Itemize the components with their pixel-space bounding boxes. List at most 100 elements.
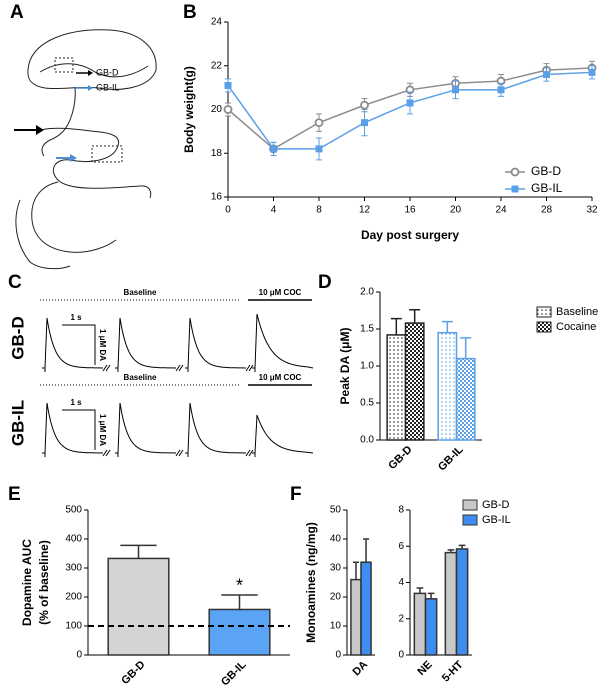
trace <box>115 402 177 454</box>
y-tick-label: 400 <box>65 534 82 545</box>
error-bar <box>363 538 370 563</box>
y-tick-label: 2.0 <box>360 287 374 298</box>
x-tick-label: 32 <box>586 205 598 216</box>
bar <box>455 357 476 441</box>
panel-label: B <box>183 2 197 23</box>
error-bar <box>352 561 359 580</box>
legend-label: GB-IL <box>482 514 511 526</box>
x-tick-label: GB-D <box>119 659 147 687</box>
marker <box>223 105 233 114</box>
y-tick-label: 22 <box>211 60 223 71</box>
trace <box>252 414 314 454</box>
drug-label: 10 μM COC <box>259 373 302 382</box>
x-tick-label: 0 <box>225 205 231 216</box>
y-axis-label: Monoamines (ng/mg) <box>304 522 318 643</box>
y-tick-label: 30 <box>330 563 342 574</box>
bar <box>437 331 458 441</box>
amplitude-scale-label: 1 μM DA <box>98 414 107 446</box>
y-tick-label: 1.5 <box>360 324 374 335</box>
legend-label: GB-D <box>482 499 510 511</box>
trace <box>42 317 104 369</box>
y-tick-label: 40 <box>330 534 342 545</box>
marker <box>497 86 505 94</box>
gauge-box <box>91 145 123 163</box>
bar <box>350 578 362 656</box>
y-tick-label: 18 <box>211 148 223 159</box>
legend-marker <box>510 167 520 177</box>
amplitude-scale-label: 1 μM DA <box>98 329 107 361</box>
legend-arrow-head <box>88 85 93 91</box>
arrow-head <box>70 154 77 162</box>
axis-break <box>175 449 184 457</box>
marker <box>360 100 369 110</box>
legend-label: GB-IL <box>96 82 120 92</box>
bar <box>386 334 407 441</box>
y-tick-label: 0 <box>335 650 341 661</box>
gauge-box <box>54 57 74 73</box>
legend-label: GB-D <box>96 67 119 77</box>
error-bar <box>441 320 453 333</box>
marker <box>270 145 277 153</box>
axis-break <box>245 364 254 372</box>
arrow-head <box>36 125 44 135</box>
axis-break <box>175 364 184 372</box>
x-tick-label: 4 <box>271 205 277 216</box>
x-tick-label: 12 <box>359 205 371 216</box>
error-bar <box>416 587 424 594</box>
time-scale-label: 1 s <box>70 313 82 322</box>
y-axis-label: (% of baseline) <box>37 540 51 625</box>
y-tick-label: 200 <box>65 592 82 603</box>
y-tick-label: 4 <box>398 577 404 588</box>
legend-swatch <box>536 321 552 333</box>
marker <box>452 86 459 94</box>
legend-swatch <box>536 306 552 318</box>
trace <box>42 402 104 454</box>
marker <box>314 118 324 128</box>
panel-label: C <box>8 272 22 293</box>
bar <box>107 557 170 656</box>
bar <box>444 551 458 656</box>
axis-break <box>245 449 254 457</box>
legend-swatch <box>462 499 478 511</box>
anatomy-diagram <box>14 29 157 270</box>
y-tick-label: 100 <box>65 621 82 632</box>
y-tick-label: 1.0 <box>360 361 374 372</box>
error-bar <box>460 337 472 359</box>
trace <box>252 313 314 369</box>
x-tick-label: 5-HT <box>440 658 466 684</box>
axis-break <box>102 449 111 457</box>
legend-marker <box>511 185 519 193</box>
y-tick-label: 20 <box>211 104 223 115</box>
bar <box>208 608 271 656</box>
y-tick-label: 20 <box>330 592 342 603</box>
error-bar <box>221 594 258 610</box>
legend-arrow-head <box>88 70 93 76</box>
y-tick-label: 0.0 <box>360 435 374 446</box>
y-tick-label: 2 <box>398 613 404 624</box>
error-bar <box>409 309 421 324</box>
bar <box>455 548 469 656</box>
trace <box>115 317 177 369</box>
bar <box>360 561 372 656</box>
x-tick-label: 28 <box>541 205 553 216</box>
time-scale-label: 1 s <box>70 398 82 407</box>
trace <box>185 402 247 454</box>
y-tick-label: 24 <box>211 17 223 28</box>
x-tick-label: GB-D <box>386 444 414 472</box>
y-tick-label: 6 <box>398 541 404 552</box>
y-tick-label: 8 <box>398 505 404 516</box>
y-axis-label: Peak DA (μM) <box>338 328 352 405</box>
x-tick-label: NE <box>415 659 434 678</box>
scale-bar <box>62 324 96 365</box>
y-tick-label: 0 <box>76 650 82 661</box>
bar <box>413 592 427 656</box>
significance-mark: * <box>236 576 243 596</box>
row-label: GB-D <box>8 316 27 359</box>
x-tick-label: GB-IL <box>436 444 466 474</box>
marker <box>315 145 323 153</box>
x-tick-label: 20 <box>450 205 462 216</box>
row-label: GB-IL <box>8 400 27 446</box>
x-tick-label: 24 <box>495 205 507 216</box>
legend-label: Baseline <box>556 306 598 318</box>
